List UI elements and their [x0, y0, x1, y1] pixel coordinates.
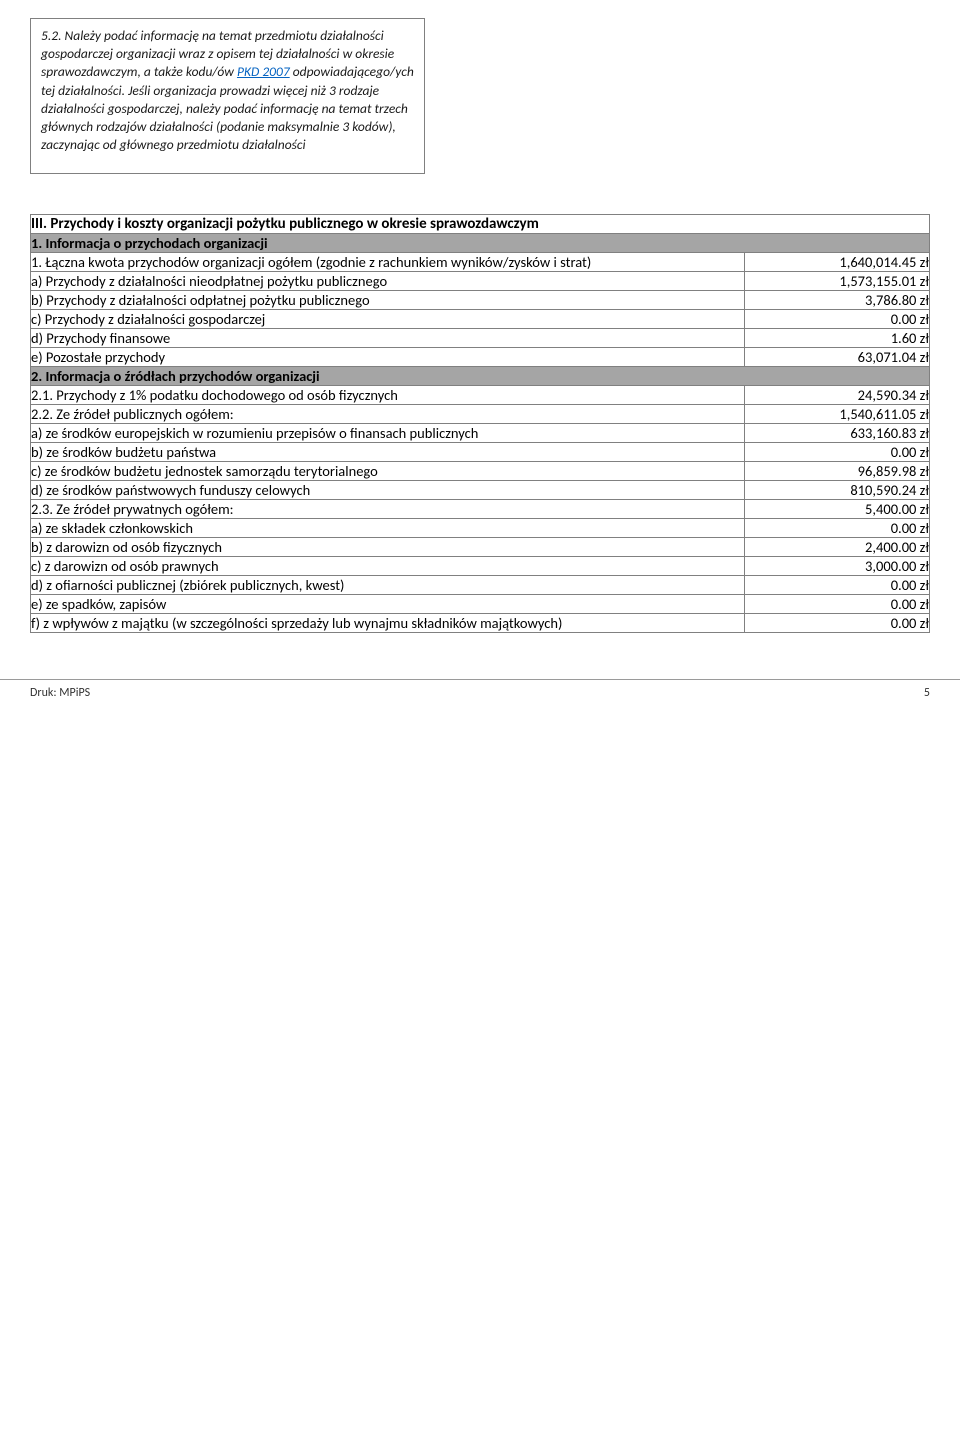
table-row: b) ze środków budżetu państwa 0.00 zł	[31, 442, 930, 461]
row-value: 633,160.83 zł	[745, 423, 930, 442]
row-label: c) Przychody z działalności gospodarczej	[31, 309, 745, 328]
row-label: a) ze składek członkowskich	[31, 518, 745, 537]
row-label: d) z ofiarności publicznej (zbiórek publ…	[31, 575, 745, 594]
row-label: e) ze spadków, zapisów	[31, 594, 745, 613]
table-row: 2.1. Przychody z 1% podatku dochodowego …	[31, 385, 930, 404]
row-label: b) Przychody z działalności odpłatnej po…	[31, 290, 745, 309]
table-row: d) Przychody finansowe 1.60 zł	[31, 328, 930, 347]
footer-page-number: 5	[924, 686, 930, 700]
row-value: 3,000.00 zł	[745, 556, 930, 575]
table-row: c) ze środków budżetu jednostek samorząd…	[31, 461, 930, 480]
row-value: 5,400.00 zł	[745, 499, 930, 518]
row-value: 0.00 zł	[745, 518, 930, 537]
table-row: e) ze spadków, zapisów 0.00 zł	[31, 594, 930, 613]
row-value: 1,540,611.05 zł	[745, 404, 930, 423]
row-label: 2.2. Ze źródeł publicznych ogółem:	[31, 404, 745, 423]
row-value: 1.60 zł	[745, 328, 930, 347]
subheading-1: 1. Informacja o przychodach organizacji	[31, 233, 930, 252]
table-row: a) ze środków europejskich w rozumieniu …	[31, 423, 930, 442]
table-row: 2.2. Ze źródeł publicznych ogółem: 1,540…	[31, 404, 930, 423]
table-row: a) Przychody z działalności nieodpłatnej…	[31, 271, 930, 290]
footer-left: Druk: MPiPS	[30, 686, 90, 700]
row-value: 0.00 zł	[745, 594, 930, 613]
table-row: a) ze składek członkowskich 0.00 zł	[31, 518, 930, 537]
row-label: 2.1. Przychody z 1% podatku dochodowego …	[31, 385, 745, 404]
row-value: 1,640,014.45 zł	[745, 252, 930, 271]
row-value: 0.00 zł	[745, 442, 930, 461]
row-label: c) z darowizn od osób prawnych	[31, 556, 745, 575]
row-value: 0.00 zł	[745, 309, 930, 328]
intro-paragraph: 5.2. Należy podać informację na temat pr…	[41, 27, 414, 155]
row-value: 96,859.98 zł	[745, 461, 930, 480]
row-label: b) ze środków budżetu państwa	[31, 442, 745, 461]
row-label: 1. Łączna kwota przychodów organizacji o…	[31, 252, 745, 271]
table-row: d) ze środków państwowych funduszy celow…	[31, 480, 930, 499]
table-row: c) z darowizn od osób prawnych 3,000.00 …	[31, 556, 930, 575]
table-row: b) Przychody z działalności odpłatnej po…	[31, 290, 930, 309]
financial-table: III. Przychody i koszty organizacji poży…	[30, 214, 930, 633]
row-label: a) ze środków europejskich w rozumieniu …	[31, 423, 745, 442]
page-footer: Druk: MPiPS 5	[0, 679, 960, 700]
row-value: 1,573,155.01 zł	[745, 271, 930, 290]
row-value: 24,590.34 zł	[745, 385, 930, 404]
table-row: e) Pozostałe przychody 63,071.04 zł	[31, 347, 930, 366]
section-iii-title: III. Przychody i koszty organizacji poży…	[31, 214, 930, 233]
row-value: 3,786.80 zł	[745, 290, 930, 309]
row-value: 0.00 zł	[745, 613, 930, 632]
row-value: 0.00 zł	[745, 575, 930, 594]
table-row: d) z ofiarności publicznej (zbiórek publ…	[31, 575, 930, 594]
table-row: c) Przychody z działalności gospodarczej…	[31, 309, 930, 328]
row-label: d) ze środków państwowych funduszy celow…	[31, 480, 745, 499]
row-value: 810,590.24 zł	[745, 480, 930, 499]
row-label: e) Pozostałe przychody	[31, 347, 745, 366]
table-row: f) z wpływów z majątku (w szczególności …	[31, 613, 930, 632]
row-label: a) Przychody z działalności nieodpłatnej…	[31, 271, 745, 290]
row-label: b) z darowizn od osób fizycznych	[31, 537, 745, 556]
row-label: d) Przychody finansowe	[31, 328, 745, 347]
pkd-link[interactable]: PKD 2007	[237, 63, 290, 80]
table-row: 2.3. Ze źródeł prywatnych ogółem: 5,400.…	[31, 499, 930, 518]
row-value: 63,071.04 zł	[745, 347, 930, 366]
table-row: b) z darowizn od osób fizycznych 2,400.0…	[31, 537, 930, 556]
intro-note-box: 5.2. Należy podać informację na temat pr…	[30, 18, 425, 174]
row-label: c) ze środków budżetu jednostek samorząd…	[31, 461, 745, 480]
row-label: 2.3. Ze źródeł prywatnych ogółem:	[31, 499, 745, 518]
table-row: 1. Łączna kwota przychodów organizacji o…	[31, 252, 930, 271]
subheading-2: 2. Informacja o źródłach przychodów orga…	[31, 366, 930, 385]
row-value: 2,400.00 zł	[745, 537, 930, 556]
row-label: f) z wpływów z majątku (w szczególności …	[31, 613, 745, 632]
